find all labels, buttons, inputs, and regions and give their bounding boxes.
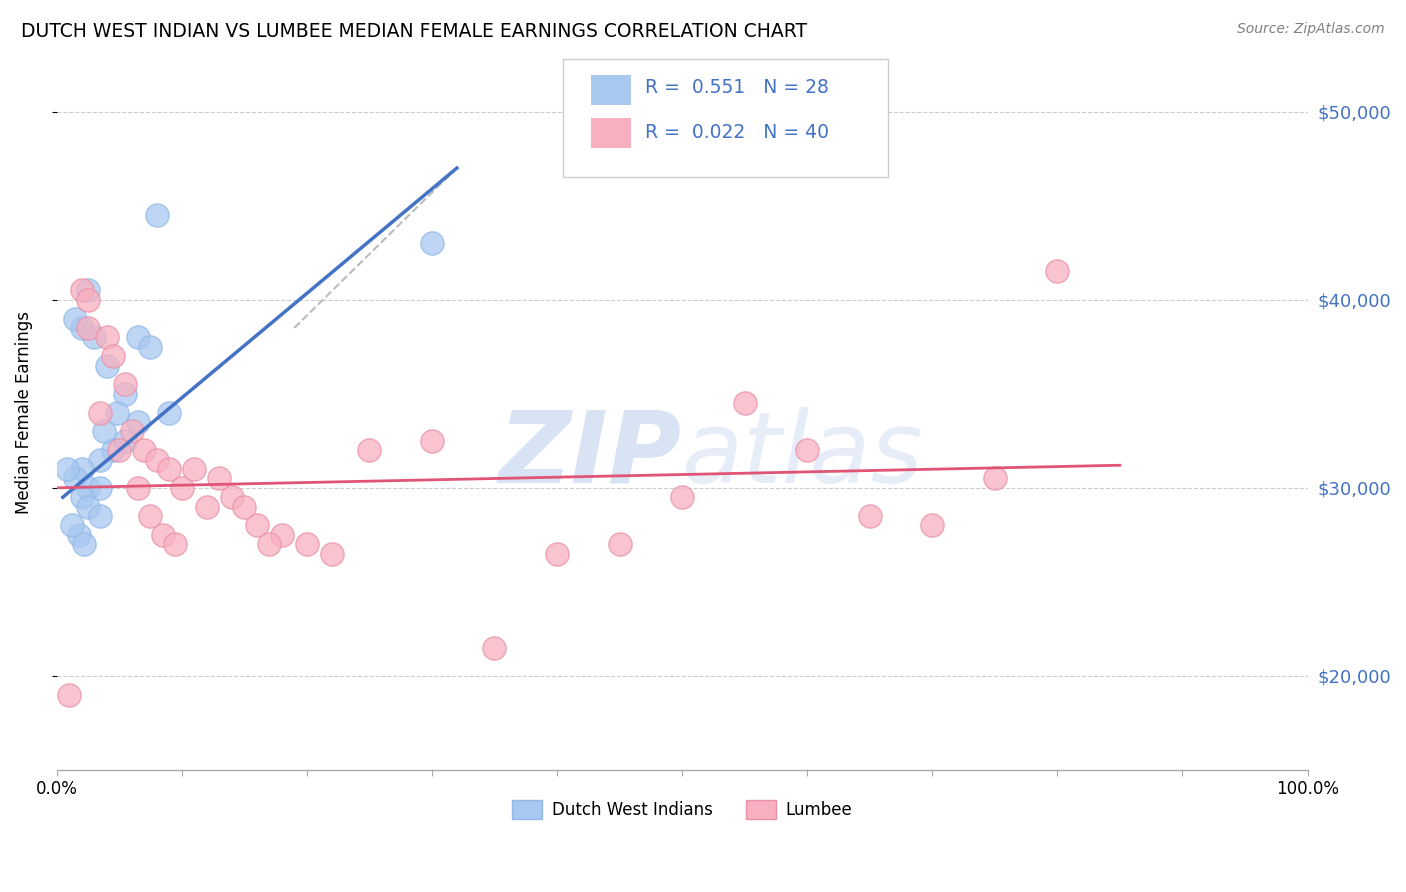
Point bbox=[321, 547, 343, 561]
FancyBboxPatch shape bbox=[591, 75, 631, 105]
Point bbox=[58, 688, 80, 702]
Point bbox=[295, 537, 318, 551]
Point bbox=[114, 386, 136, 401]
Point bbox=[734, 396, 756, 410]
Point bbox=[108, 443, 131, 458]
Point bbox=[96, 359, 118, 373]
Point bbox=[70, 321, 93, 335]
Point bbox=[208, 471, 231, 485]
FancyBboxPatch shape bbox=[564, 59, 889, 177]
Point bbox=[420, 236, 443, 251]
Point bbox=[73, 537, 96, 551]
Point bbox=[70, 490, 93, 504]
Point bbox=[259, 537, 281, 551]
Point bbox=[134, 443, 156, 458]
Text: Source: ZipAtlas.com: Source: ZipAtlas.com bbox=[1237, 22, 1385, 37]
Point bbox=[70, 462, 93, 476]
Point bbox=[139, 509, 162, 524]
Point bbox=[60, 518, 83, 533]
Point bbox=[139, 340, 162, 354]
Point bbox=[55, 462, 77, 476]
Point bbox=[89, 509, 111, 524]
Point bbox=[157, 462, 180, 476]
Point bbox=[270, 528, 292, 542]
Point bbox=[105, 406, 128, 420]
Point bbox=[609, 537, 631, 551]
Point bbox=[65, 311, 87, 326]
Point bbox=[195, 500, 218, 514]
Point bbox=[83, 330, 105, 344]
Point bbox=[101, 349, 124, 363]
Point bbox=[121, 425, 143, 439]
Text: atlas: atlas bbox=[682, 407, 924, 504]
Point bbox=[77, 293, 100, 307]
Point bbox=[67, 528, 90, 542]
Point bbox=[77, 321, 100, 335]
Point bbox=[246, 518, 269, 533]
Text: DUTCH WEST INDIAN VS LUMBEE MEDIAN FEMALE EARNINGS CORRELATION CHART: DUTCH WEST INDIAN VS LUMBEE MEDIAN FEMAL… bbox=[21, 22, 807, 41]
Point bbox=[114, 434, 136, 448]
Point bbox=[984, 471, 1007, 485]
Point bbox=[127, 415, 149, 429]
Text: R =  0.022   N = 40: R = 0.022 N = 40 bbox=[644, 123, 828, 142]
Point bbox=[170, 481, 193, 495]
Point bbox=[145, 208, 167, 222]
Point bbox=[1046, 264, 1069, 278]
Point bbox=[484, 640, 506, 655]
Point bbox=[546, 547, 568, 561]
Point bbox=[221, 490, 243, 504]
Point bbox=[114, 377, 136, 392]
Point bbox=[796, 443, 818, 458]
Point bbox=[671, 490, 693, 504]
Point bbox=[157, 406, 180, 420]
Point bbox=[96, 330, 118, 344]
Point bbox=[165, 537, 187, 551]
Point bbox=[101, 443, 124, 458]
Text: ZIP: ZIP bbox=[499, 407, 682, 504]
Legend: Dutch West Indians, Lumbee: Dutch West Indians, Lumbee bbox=[505, 793, 859, 826]
Point bbox=[65, 471, 87, 485]
Point bbox=[77, 283, 100, 297]
Point bbox=[127, 481, 149, 495]
Point bbox=[70, 283, 93, 297]
Point bbox=[77, 500, 100, 514]
Point bbox=[89, 406, 111, 420]
Point bbox=[233, 500, 256, 514]
Point bbox=[359, 443, 381, 458]
Point bbox=[93, 425, 115, 439]
Point bbox=[127, 330, 149, 344]
Point bbox=[89, 481, 111, 495]
Point bbox=[859, 509, 882, 524]
Point bbox=[77, 481, 100, 495]
Point bbox=[152, 528, 174, 542]
Point bbox=[420, 434, 443, 448]
FancyBboxPatch shape bbox=[591, 118, 631, 148]
Point bbox=[89, 452, 111, 467]
Point bbox=[183, 462, 205, 476]
Text: R =  0.551   N = 28: R = 0.551 N = 28 bbox=[644, 78, 828, 97]
Point bbox=[921, 518, 943, 533]
Point bbox=[145, 452, 167, 467]
Y-axis label: Median Female Earnings: Median Female Earnings bbox=[15, 311, 32, 514]
